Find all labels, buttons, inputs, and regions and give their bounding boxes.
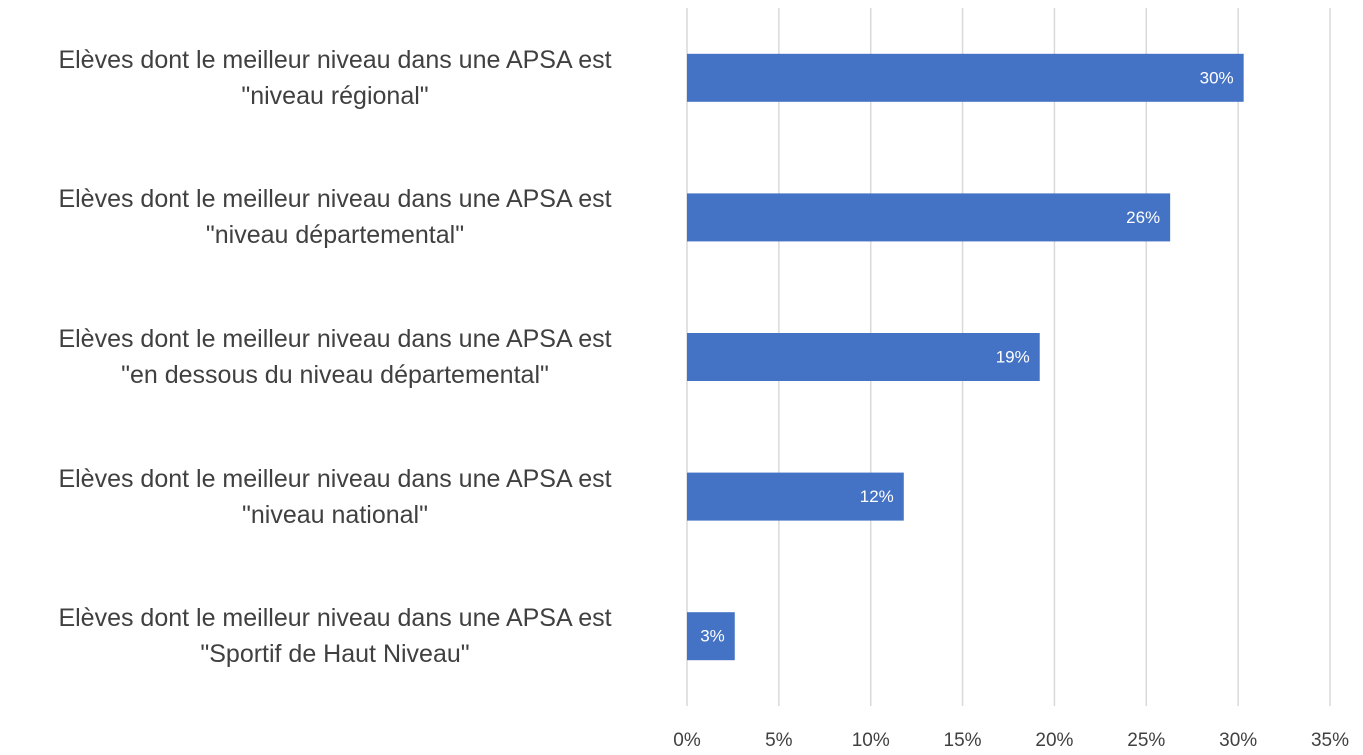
bar bbox=[687, 472, 904, 521]
category-label: Elèves dont le meilleur niveau dans une … bbox=[58, 464, 612, 529]
category-label: Elèves dont le meilleur niveau dans une … bbox=[58, 185, 612, 250]
bar bbox=[687, 193, 1171, 242]
value-label: 12% bbox=[860, 487, 894, 506]
x-tick-label: 35% bbox=[1311, 730, 1349, 751]
bar bbox=[687, 53, 1244, 102]
x-tick-label: 0% bbox=[673, 730, 701, 751]
x-tick-label: 15% bbox=[944, 730, 982, 751]
category-label: Elèves dont le meilleur niveau dans une … bbox=[58, 45, 612, 110]
category-label: Elèves dont le meilleur niveau dans une … bbox=[58, 325, 612, 389]
bar bbox=[687, 333, 1040, 381]
category-label: Elèves dont le meilleur niveau dans une … bbox=[58, 604, 612, 669]
x-tick-label: 10% bbox=[852, 730, 890, 751]
value-label: 3% bbox=[700, 627, 725, 646]
x-tick-label: 25% bbox=[1127, 730, 1165, 751]
bar bbox=[687, 612, 735, 661]
x-tick-label: 5% bbox=[765, 730, 793, 751]
x-tick-label: 20% bbox=[1035, 730, 1073, 751]
value-label: 26% bbox=[1126, 208, 1160, 227]
x-tick-label: 30% bbox=[1219, 730, 1257, 751]
value-label: 19% bbox=[996, 347, 1030, 366]
value-label: 30% bbox=[1200, 68, 1234, 87]
